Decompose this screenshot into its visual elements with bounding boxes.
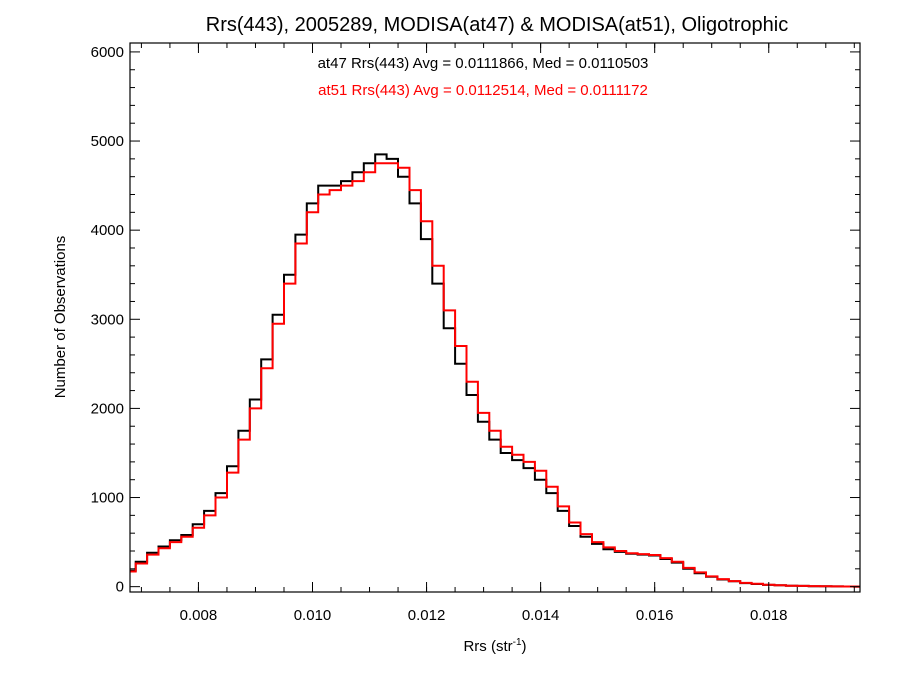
y-tick-label: 5000: [91, 133, 124, 150]
plot-frame: [129, 42, 861, 593]
series-line-at51: [130, 162, 860, 588]
x-axis-label: Rrs (str-1): [463, 637, 526, 655]
x-axis: 0.008 0.010 0.012 0.014 0.016 0.018: [140, 43, 855, 624]
series-group: [130, 153, 860, 588]
y-tick-label: 1000: [91, 490, 124, 507]
x-axis-label-close: ): [522, 638, 527, 655]
y-tick-label: 4000: [91, 222, 124, 239]
x-tick-label: 0.012: [408, 607, 446, 624]
x-tick-label: 0.016: [636, 607, 674, 624]
annotation-at47: at47 Rrs(443) Avg = 0.0111866, Med = 0.0…: [318, 55, 649, 72]
x-tick-label: 0.010: [294, 607, 332, 624]
y-tick-label: 3000: [91, 311, 124, 328]
x-tick-label: 0.008: [180, 607, 218, 624]
y-axis: 0 1000 2000 3000 4000 5000 6000: [91, 44, 860, 596]
y-tick-label: 0: [116, 579, 124, 596]
annotation-at51: at51 Rrs(443) Avg = 0.0112514, Med = 0.0…: [318, 82, 648, 99]
y-tick-label: 6000: [91, 44, 124, 61]
chart-title: Rrs(443), 2005289, MODISA(at47) & MODISA…: [206, 14, 788, 36]
plot-annotations: at47 Rrs(443) Avg = 0.0111866, Med = 0.0…: [318, 55, 649, 99]
x-tick-label: 0.014: [522, 607, 560, 624]
x-tick-label: 0.018: [750, 607, 788, 624]
y-tick-label: 2000: [91, 400, 124, 417]
x-axis-label-superscript: -1: [513, 637, 522, 648]
y-axis-label: Number of Observations: [52, 236, 69, 399]
x-axis-label-base: Rrs (str: [463, 638, 512, 655]
